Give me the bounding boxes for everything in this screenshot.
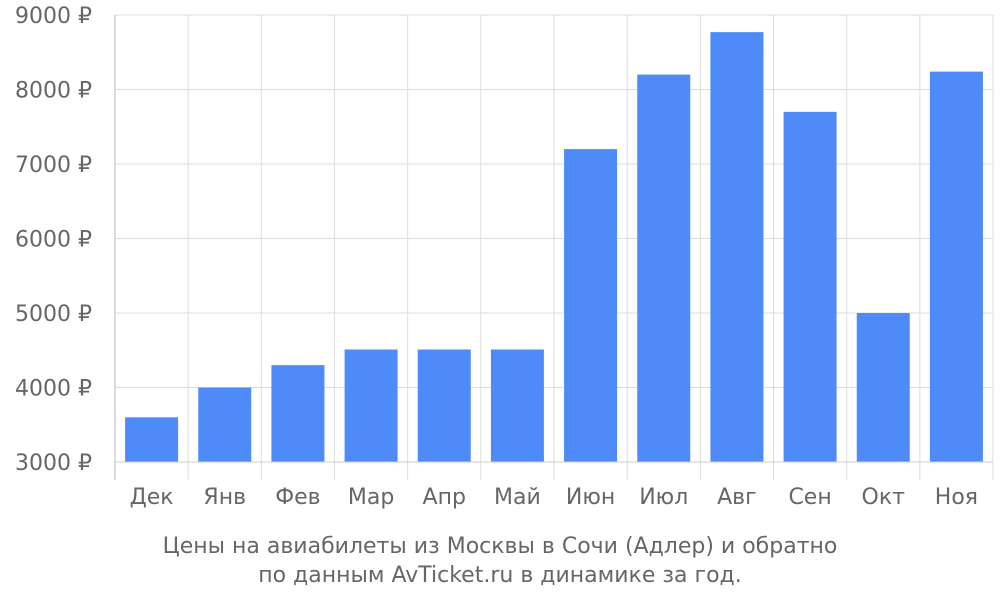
bar-Окт: [856, 313, 910, 462]
x-tick-label: Апр: [423, 485, 466, 510]
tick-labels: 3000 ₽ 4000 ₽ 5000 ₽ 6000 ₽ 7000 ₽ 8000 ₽ 9000…: [15, 4, 978, 510]
y-tick-label: 4000 ₽: [15, 377, 92, 402]
axes: [114, 15, 993, 480]
x-tick-label: Дек: [130, 485, 174, 510]
bars: [125, 32, 983, 463]
bar-Янв: [198, 387, 252, 462]
grid: [115, 14, 994, 480]
x-tick-label: Июл: [639, 485, 688, 510]
x-tick-label: Фев: [275, 485, 320, 510]
bar-Июл: [637, 74, 691, 462]
x-tick-label: Сен: [788, 485, 831, 510]
x-tick-label: Май: [494, 485, 541, 510]
bar-Авг: [710, 32, 764, 462]
bar-Май: [490, 349, 544, 462]
price-bar-chart: 3000 ₽ 4000 ₽ 5000 ₽ 6000 ₽ 7000 ₽ 8000 ₽ 9000…: [15, 4, 994, 510]
bar-Сен: [783, 111, 837, 462]
y-tick-label: 7000 ₽: [15, 153, 92, 178]
bar-Ноя: [929, 71, 983, 463]
bar-Мар: [344, 349, 398, 462]
y-tick-label: 6000 ₽: [15, 228, 92, 253]
y-tick-label: 8000 ₽: [15, 79, 92, 104]
x-tick-label: Окт: [862, 485, 906, 510]
chart-title: Цены на авиабилеты из Москвы в Сочи (Адл…: [162, 534, 838, 559]
x-tick-label: Ноя: [935, 485, 978, 510]
bar-Дек: [125, 417, 179, 462]
bar-Июн: [564, 149, 618, 462]
y-tick-label: 9000 ₽: [15, 4, 92, 29]
x-tick-label: Июн: [566, 485, 615, 510]
bar-Апр: [417, 349, 471, 462]
x-tick-label: Авг: [717, 485, 757, 510]
y-tick-label: 3000 ₽: [15, 451, 92, 476]
x-tick-label: Мар: [348, 485, 394, 510]
chart-subtitle: по данным AvTicket.ru в динамике за год.: [258, 563, 742, 588]
x-tick-label: Янв: [203, 485, 246, 510]
bar-Фев: [271, 365, 325, 462]
y-tick-label: 5000 ₽: [15, 302, 92, 327]
